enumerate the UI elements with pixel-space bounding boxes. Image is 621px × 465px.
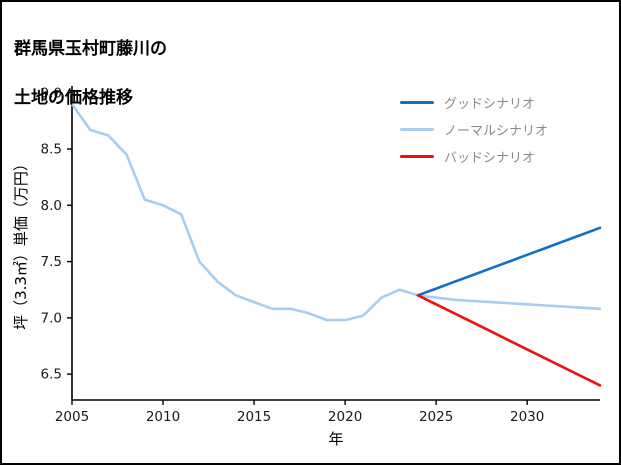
x-tick-label: 2025 <box>419 409 453 425</box>
chart-legend: グッドシナリオ ノーマルシナリオ バッドシナリオ <box>400 94 549 166</box>
x-tick-label: 2005 <box>55 409 89 425</box>
y-axis-label: 坪（3.3㎡）単価（万円） <box>12 156 30 330</box>
x-tick-label: 2010 <box>146 409 180 425</box>
series-line <box>416 226 602 297</box>
legend-item-good-scenario: グッドシナリオ <box>400 94 548 112</box>
y-tick-label: 6.5 <box>41 367 62 383</box>
x-tick-label: 2015 <box>237 409 271 425</box>
legend-label-good-scenario: グッドシナリオ <box>444 96 536 112</box>
x-tick-label: 2020 <box>328 409 362 425</box>
legend-item-normal-scenario: ノーマルシナリオ <box>400 121 549 139</box>
legend-item-bad-scenario: バッドシナリオ <box>400 148 548 166</box>
good-scenario-line-swatch <box>400 100 434 104</box>
series-line <box>416 293 602 387</box>
normal-scenario-line-swatch <box>400 127 434 131</box>
chart-title-line1: 群馬県玉村町藤川の <box>14 38 167 59</box>
x-axis-label: 年 <box>328 430 343 448</box>
legend-label-normal-scenario: ノーマルシナリオ <box>444 123 549 139</box>
x-tick-label: 2030 <box>510 409 544 425</box>
y-tick-label: 9.0 <box>41 85 62 101</box>
chart-title: 群馬県玉村町藤川の 土地の価格推移 <box>14 12 167 135</box>
bad-scenario-line-swatch <box>400 154 434 158</box>
chart-title-line2: 土地の価格推移 <box>14 87 133 108</box>
legend-label-bad-scenario: バッドシナリオ <box>444 150 536 166</box>
y-tick-label: 8.0 <box>41 198 62 214</box>
y-tick-label: 7.0 <box>41 310 62 326</box>
series-line <box>70 102 602 322</box>
y-tick-label: 7.5 <box>41 254 62 270</box>
y-tick-label: 8.5 <box>41 142 62 158</box>
